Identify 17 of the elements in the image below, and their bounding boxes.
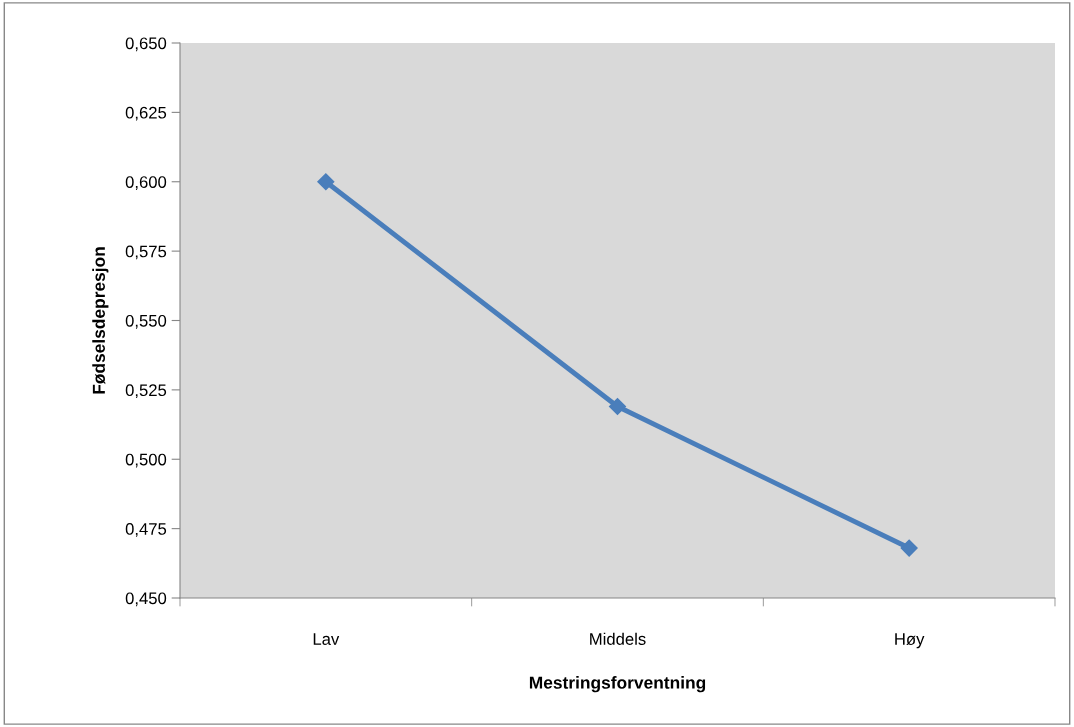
y-tick-label: 0,625 xyxy=(125,106,167,121)
y-tick-label: 0,550 xyxy=(125,314,167,329)
x-tick-label: Høy xyxy=(895,633,925,649)
y-tick-label: 0,500 xyxy=(125,453,167,468)
x-axis-title: Mestringsforventning xyxy=(529,676,706,693)
x-tick-label: Middels xyxy=(590,632,646,645)
y-tick-label: 0,475 xyxy=(125,523,167,537)
x-tick-label: Lav xyxy=(313,633,340,645)
y-tick-label: 0,650 xyxy=(125,37,167,52)
y-axis-title: Fødselsdepresjon xyxy=(92,247,109,394)
point xyxy=(608,397,627,416)
y-tick-label: 0,525 xyxy=(125,384,167,399)
point xyxy=(317,173,335,191)
y-tick-label: 0,575 xyxy=(125,245,167,260)
point xyxy=(900,539,918,557)
y-tick-label: 0,450 xyxy=(125,592,167,607)
y-tick-label: 0,600 xyxy=(125,176,167,190)
